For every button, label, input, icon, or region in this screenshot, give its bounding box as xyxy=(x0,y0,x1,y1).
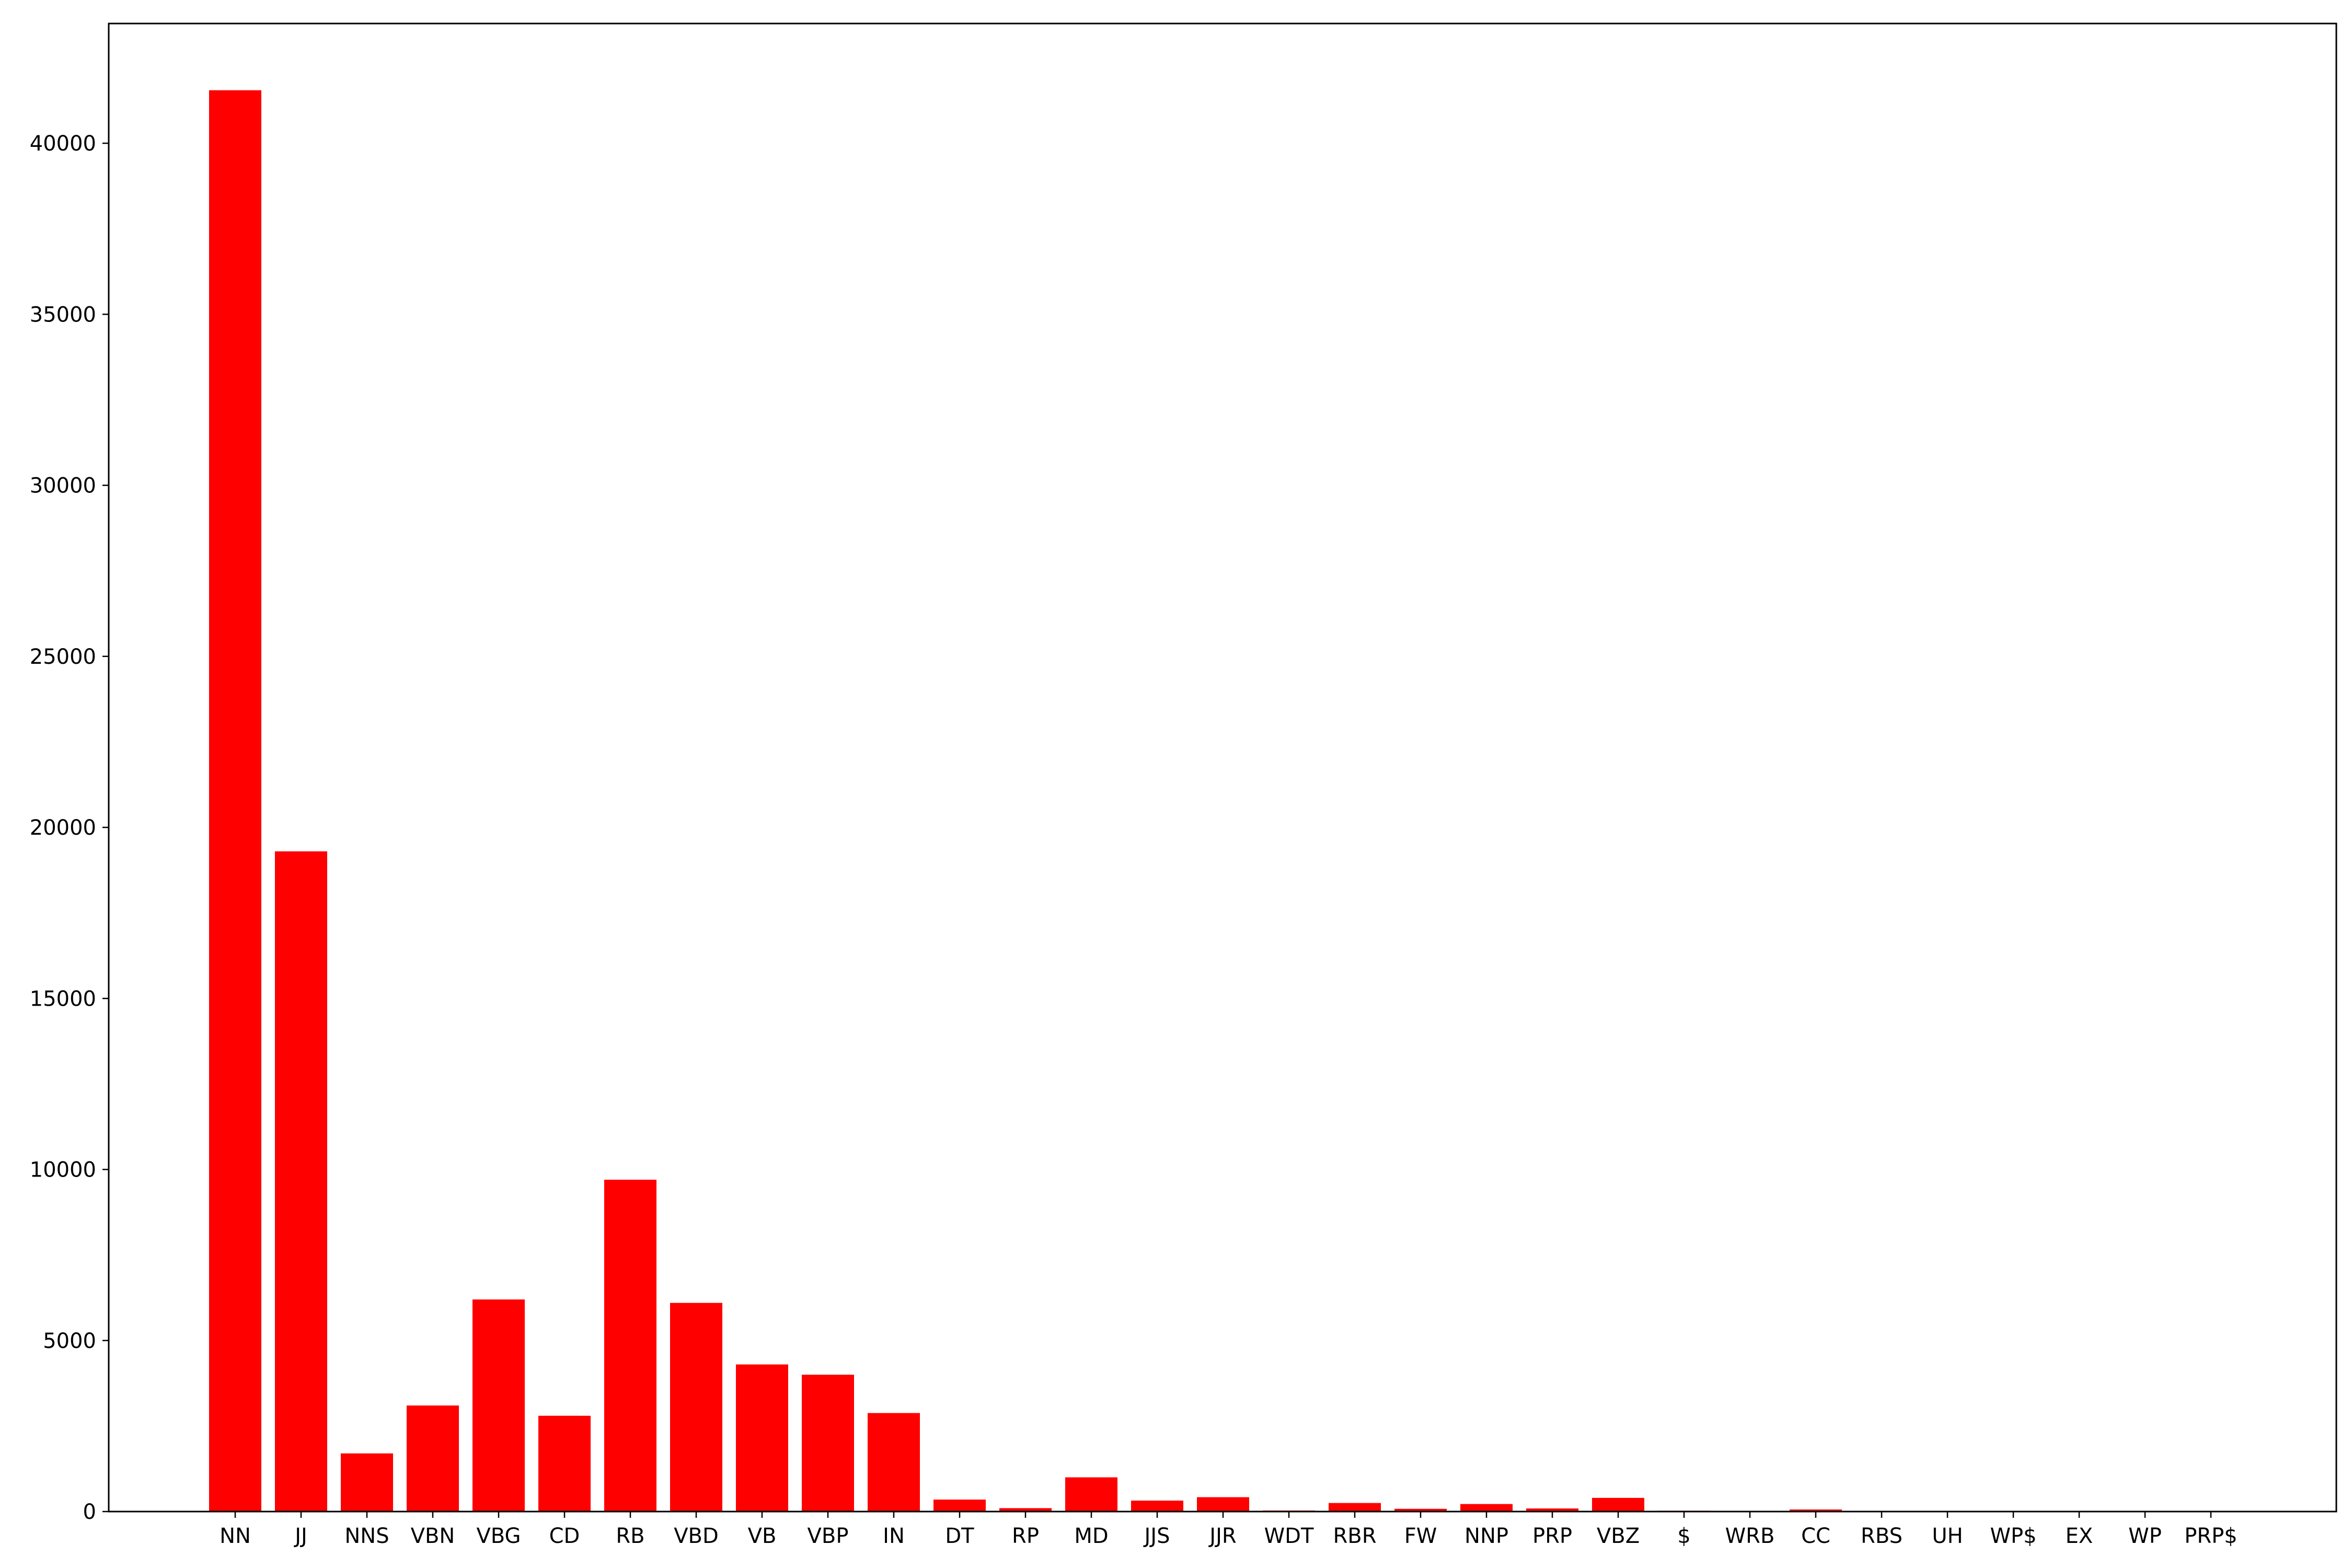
x-tick-label: VBD xyxy=(674,1524,719,1548)
x-tick-label: WP$ xyxy=(1990,1524,2036,1548)
x-tick-label: JJR xyxy=(1208,1524,1236,1548)
y-tick-label: 15000 xyxy=(30,987,96,1011)
bar-VBG xyxy=(472,1299,525,1512)
x-tick-label: WRB xyxy=(1725,1524,1775,1548)
bar-NNP xyxy=(1460,1504,1513,1512)
bar-JJS xyxy=(1131,1501,1183,1512)
bar-JJR xyxy=(1197,1497,1249,1512)
bar-CD xyxy=(538,1415,591,1512)
y-tick-label: 5000 xyxy=(43,1329,96,1353)
bar-RP xyxy=(999,1508,1052,1512)
x-axis: NN JJ NNS VBN VBG CD RB VBD VB VBP IN DT RP MD JJS JJR W… xyxy=(220,1512,2238,1548)
x-tick-label: UH xyxy=(1932,1524,1963,1548)
bar-VBD xyxy=(670,1302,722,1512)
plot-background xyxy=(109,24,2336,1512)
bar-RB xyxy=(604,1180,656,1512)
x-tick-label: NN xyxy=(220,1524,251,1548)
x-tick-label: VBP xyxy=(808,1524,849,1548)
bar-RBR xyxy=(1329,1503,1381,1512)
y-axis: 0 5000 10000 15000 20000 25000 30000 35000 40000 xyxy=(30,132,109,1524)
x-tick-label: JJ xyxy=(293,1524,307,1548)
x-tick-label: NNP xyxy=(1465,1524,1508,1548)
bar-NNS xyxy=(341,1453,393,1512)
y-tick-label: 30000 xyxy=(30,474,96,498)
bar-CC xyxy=(1790,1509,1842,1512)
y-tick-label: 25000 xyxy=(30,645,96,669)
x-tick-label: JJS xyxy=(1143,1524,1170,1548)
x-tick-label: CC xyxy=(1801,1524,1830,1548)
x-tick-label: CD xyxy=(549,1524,580,1548)
bar-PRP xyxy=(1526,1508,1578,1512)
x-tick-label: $ xyxy=(1677,1524,1690,1548)
y-tick-label: 10000 xyxy=(30,1158,96,1182)
x-tick-label: RP xyxy=(1012,1524,1039,1548)
x-tick-label: PRP$ xyxy=(2184,1524,2237,1548)
x-tick-label: WP xyxy=(2128,1524,2162,1548)
x-tick-label: FW xyxy=(1404,1524,1437,1548)
x-tick-label: RB xyxy=(616,1524,644,1548)
y-tick-label: 20000 xyxy=(30,816,96,840)
x-tick-label: VBZ xyxy=(1597,1524,1640,1548)
x-tick-label: WDT xyxy=(1264,1524,1314,1548)
x-tick-label: PRP xyxy=(1532,1524,1572,1548)
bars-layer xyxy=(209,90,2237,1512)
bar-VB xyxy=(736,1364,788,1512)
plot-frame xyxy=(108,22,2337,1513)
bar-MD xyxy=(1065,1477,1117,1512)
bar-NN xyxy=(209,90,261,1512)
bar-IN xyxy=(868,1413,920,1512)
x-tick-label: IN xyxy=(883,1524,905,1548)
bar-VBP xyxy=(802,1375,854,1512)
bar-VBZ xyxy=(1592,1497,1644,1512)
bar-FW xyxy=(1394,1508,1447,1512)
x-tick-label: NNS xyxy=(344,1524,389,1548)
bar-JJ xyxy=(275,851,327,1512)
y-tick-label: 0 xyxy=(83,1500,96,1524)
x-tick-label: MD xyxy=(1074,1524,1108,1548)
bar-VBN xyxy=(407,1405,459,1512)
x-tick-label: DT xyxy=(945,1524,974,1548)
y-tick-label: 35000 xyxy=(30,303,96,327)
x-tick-label: VBG xyxy=(476,1524,521,1548)
y-tick-label: 40000 xyxy=(30,132,96,156)
bar-DT xyxy=(933,1500,986,1512)
x-tick-label: VBN xyxy=(411,1524,455,1548)
x-tick-label: EX xyxy=(2066,1524,2093,1548)
x-tick-label: RBR xyxy=(1333,1524,1376,1548)
x-tick-label: VB xyxy=(748,1524,777,1548)
x-tick-label: RBS xyxy=(1861,1524,1903,1548)
